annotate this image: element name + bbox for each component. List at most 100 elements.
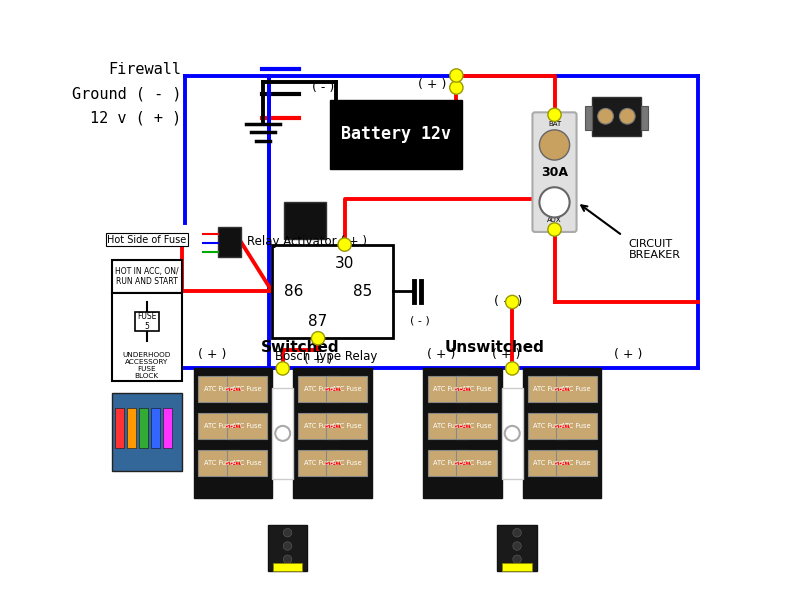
Bar [163,408,173,448]
Bar [455,413,496,439]
Bar [284,202,326,239]
Bar [502,563,532,571]
Bar [326,450,367,476]
Text: ATC Fuse: ATC Fuse [532,423,562,429]
Text: ATC Fuse: ATC Fuse [532,460,562,466]
Circle shape [275,426,290,441]
Bar [198,413,238,439]
Bar [293,368,371,498]
Bar [151,408,161,448]
Bar [267,525,307,571]
Bar [112,260,181,293]
Bar [522,368,601,498]
Circle shape [539,130,569,160]
Text: Bosch Type Relay: Bosch Type Relay [275,350,377,364]
Text: 12 v ( + ): 12 v ( + ) [90,111,181,125]
Text: Firewall: Firewall [108,62,181,77]
Text: CIRCUIT
BREAKER: CIRCUIT BREAKER [628,239,679,260]
Text: ATC Fuse: ATC Fuse [461,423,491,429]
Text: ATC Fuse: ATC Fuse [304,386,333,392]
Bar [427,413,468,439]
Text: HOT IN ACC, ON/
RUN AND START: HOT IN ACC, ON/ RUN AND START [115,266,178,286]
Text: ( + ): ( + ) [418,77,446,91]
Circle shape [597,109,613,124]
Text: 87: 87 [308,314,328,329]
Bar [226,413,267,439]
Text: ATC Fuse: ATC Fuse [232,423,262,429]
Bar [527,376,568,402]
Bar [640,106,647,130]
Circle shape [505,362,518,375]
Text: Ground ( - ): Ground ( - ) [72,86,181,101]
Text: Unswitched: Unswitched [444,340,544,355]
Text: UNDERHOOD
ACCESSORY
FUSE
BLOCK: UNDERHOOD ACCESSORY FUSE BLOCK [123,352,171,379]
Text: ( - ): ( - ) [410,316,430,326]
Text: 85: 85 [353,284,372,299]
Text: 30A: 30A [540,165,567,179]
Text: 30: 30 [335,256,354,271]
Circle shape [275,362,289,375]
Bar [592,97,640,136]
Bar [497,525,536,571]
Text: ATC Fuse: ATC Fuse [232,386,262,392]
Text: ( + ): ( + ) [491,348,520,361]
Text: FUSE
5: FUSE 5 [137,312,157,331]
Circle shape [283,542,291,550]
Text: ATC Fuse: ATC Fuse [204,423,233,429]
Text: ATC Fuse: ATC Fuse [433,386,463,392]
Text: ATC Fuse: ATC Fuse [532,386,562,392]
Bar [326,413,367,439]
Circle shape [449,81,463,94]
Circle shape [547,108,560,121]
Circle shape [449,69,463,82]
Circle shape [337,238,351,251]
Text: ( + ): ( + ) [198,348,226,361]
Text: BAT: BAT [547,121,560,127]
Circle shape [539,187,569,217]
Circle shape [283,528,291,537]
Bar [329,100,462,169]
Text: Relay Activator ( + ): Relay Activator ( + ) [247,235,366,248]
Text: ( + ): ( + ) [304,353,332,367]
Bar [555,413,596,439]
Circle shape [512,528,520,537]
Text: ATC Fuse: ATC Fuse [332,386,361,392]
Bar [585,106,592,130]
Text: Hot Side of Fuse: Hot Side of Fuse [107,234,186,245]
Bar [422,368,501,498]
Bar [555,450,596,476]
Bar [501,388,522,479]
Text: ( + ): ( + ) [426,348,454,361]
Bar [226,450,267,476]
Circle shape [512,555,520,564]
Text: ATC Fuse: ATC Fuse [304,423,333,429]
Bar [527,450,568,476]
Circle shape [283,555,291,564]
Circle shape [311,332,324,345]
Bar [139,408,148,448]
Text: ATC Fuse: ATC Fuse [332,460,361,466]
Circle shape [504,426,519,441]
Circle shape [505,295,518,309]
Bar [427,376,468,402]
Text: ATC Fuse: ATC Fuse [461,386,491,392]
Text: ATC Fuse: ATC Fuse [560,460,590,466]
Text: ( + ): ( + ) [613,348,642,361]
Bar [218,226,240,257]
Bar [298,450,338,476]
Text: ATC Fuse: ATC Fuse [433,423,463,429]
Bar [455,450,496,476]
Bar [226,376,267,402]
Text: ( - ): ( - ) [312,80,334,94]
FancyBboxPatch shape [532,112,576,232]
Circle shape [618,109,634,124]
Bar [112,393,181,471]
Text: ATC Fuse: ATC Fuse [560,386,590,392]
Bar [127,408,136,448]
Bar [298,413,338,439]
Bar [527,413,568,439]
Bar [326,376,367,402]
Text: Battery 12v: Battery 12v [340,126,450,143]
Text: ATC Fuse: ATC Fuse [232,460,262,466]
Text: ATC Fuse: ATC Fuse [304,460,333,466]
